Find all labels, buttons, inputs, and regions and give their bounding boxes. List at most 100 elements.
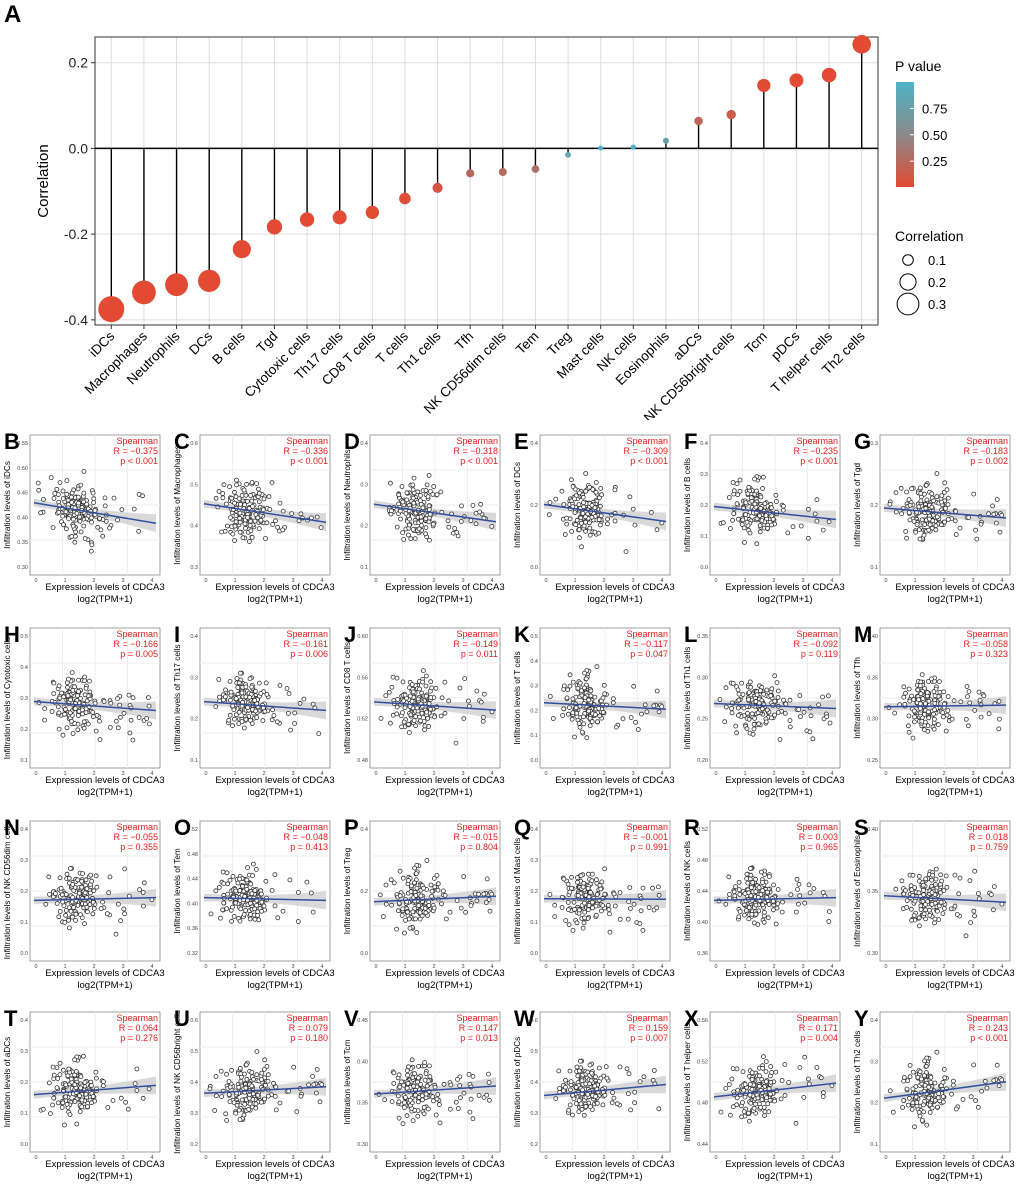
scatter-point [933,523,939,528]
scatter-point [317,1099,323,1105]
scatter-point [433,685,439,691]
scatter-point [905,1102,911,1108]
scatter-point [574,1064,580,1070]
scatter-point [941,1067,947,1072]
scatter-point [984,1085,990,1091]
scatter-point [587,520,592,526]
scatter-point [906,510,912,515]
scatter-point [91,906,97,911]
x-tick-label: 1 [743,578,746,584]
scatter-point [67,1112,73,1117]
scatter-point [66,875,72,881]
y-tick-label: 0.6 [190,441,198,447]
scatter-point [904,905,910,910]
scatter-panel-O: O0.320.360.400.440.480.520 1 2 3 4Infiltrati… [173,815,335,991]
scatter-point [40,1106,46,1112]
stat-p: p = 0.004 [800,1033,838,1043]
scatter-point [761,1105,767,1110]
scatter-point [82,674,87,680]
y-tick-label: 0.48 [357,758,368,764]
scatter-point [108,700,114,706]
x-axis-title: Expression levels of CDCA3 [725,968,844,979]
scatter-point [753,889,759,894]
scatter-point [399,484,405,489]
scatter-point [559,488,565,494]
scatter-point [435,881,441,887]
scatter-point [101,699,107,704]
scatter-point [62,1122,67,1128]
scatter-point [92,700,98,706]
scatter-point [220,907,225,913]
scatter-point [936,1091,942,1096]
scatter-point [597,522,603,528]
scatter-point [75,494,81,500]
scatter-point [424,482,430,488]
scatter-point [234,676,240,681]
y-axis-title: Infiltration levels of B cells [683,458,692,552]
scatter-point [411,475,417,481]
scatter-point [972,708,978,713]
y-axis-title: Infiltration levels of CD8 T cells [343,642,352,754]
scatter-point [417,686,422,692]
stat-p: p = 0.119 [801,649,838,659]
y-tick-label: 0.30 [697,675,708,681]
scatter-point [230,874,236,879]
y-tick-label: 0.3 [190,1111,198,1117]
scatter-point [76,677,81,683]
scatter-point [75,727,81,733]
scatter-point [973,527,978,533]
scatter-point [914,1100,920,1105]
scatter-point [484,1092,490,1098]
scatter-point [751,721,757,727]
scatter-point [919,1076,924,1082]
point-21 [789,73,804,88]
scatter-point [913,1094,919,1100]
scatter-point [994,1062,1000,1068]
scatter-point [727,892,732,897]
scatter-point [772,712,777,718]
y-tick-label: 0.1 [360,565,368,571]
scatter-point [107,525,112,531]
y-tick-label: 0.50 [17,466,28,472]
scatter-point [230,703,236,709]
scatter-point [731,488,737,494]
y-tick-label: 0.35 [867,675,878,681]
scatter-point [383,901,389,907]
scatter-point [574,517,580,523]
scatter-point [978,521,984,527]
x-axis-subtitle: log2(TPM+1) [587,980,642,991]
scatter-point [585,886,591,891]
x-axis-title: Expression levels of CDCA3 [215,582,334,593]
scatter-point [232,716,237,722]
y-axis-title: Infiltration levels of NK CD56bright cel… [173,1010,182,1154]
scatter-point [723,704,729,710]
scatter-point [136,528,142,534]
scatter-point [412,536,418,541]
scatter-point [901,1075,907,1080]
scatter-point [927,522,933,528]
y-tick-label: 0.44 [697,1142,708,1148]
scatter-point [266,494,272,500]
y-tick-label: 0.4 [20,665,28,671]
scatter-point [65,684,70,690]
scatter-point [79,884,85,890]
scatter-point [940,1079,946,1085]
scatter-point [720,520,726,526]
stat-r: R = 0.159 [629,1023,668,1033]
scatter-point [249,1070,255,1075]
scatter-point [906,686,912,692]
scatter-point [476,1093,482,1098]
scatter-point [557,1086,562,1091]
y-tick-label: 0.48 [697,1101,708,1107]
scatter-point [236,1084,242,1090]
scatter-point [57,480,63,485]
scatter-point [752,501,758,507]
scatter-point [51,1095,57,1101]
scatter-point [793,909,799,915]
x-tick-label: 4 [660,578,663,584]
scatter-point [63,1094,69,1100]
y-tick-label: 0.35 [357,1101,368,1107]
scatter-point [250,873,255,878]
scatter-point [88,548,94,554]
scatter-point [394,926,399,932]
